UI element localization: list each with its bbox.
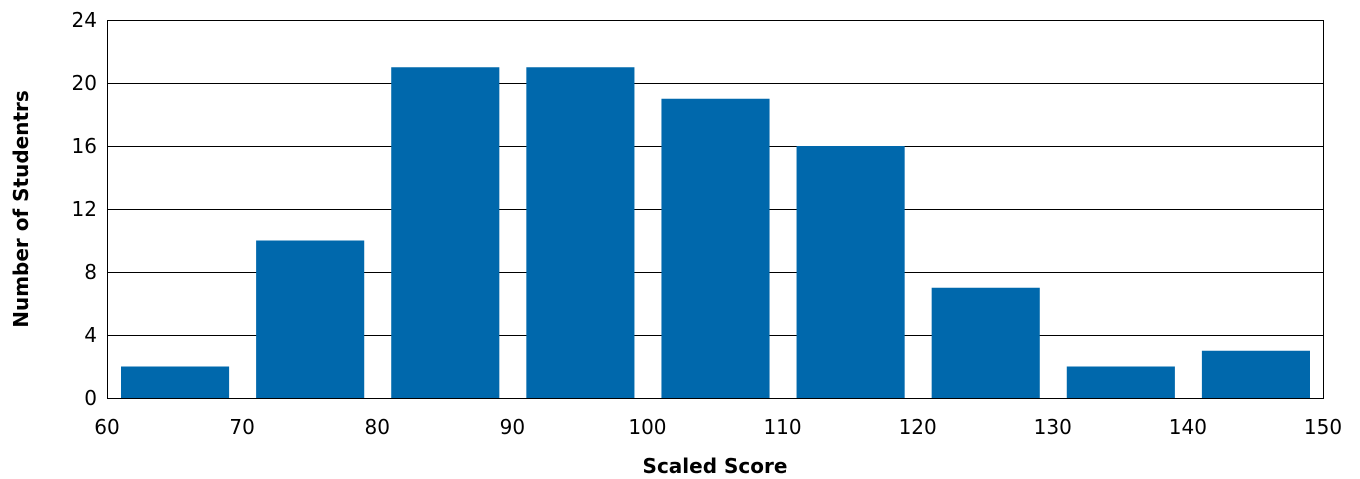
y-tick-label: 8	[84, 260, 97, 284]
plot-area-frame	[107, 20, 1324, 399]
y-axis-ticks: 0 4 8 12 16 20 24	[72, 8, 97, 410]
x-tick-label: 70	[229, 415, 254, 439]
x-axis-ticks: 60 70 80 90 100 110 120 130 140 150	[94, 415, 1342, 439]
y-tick-label: 20	[72, 71, 97, 95]
bar-60-70	[121, 366, 230, 398]
y-tick-label: 24	[72, 8, 97, 32]
bars	[121, 67, 1310, 398]
x-tick-label: 130	[1034, 415, 1072, 439]
x-tick-label: 150	[1304, 415, 1342, 439]
x-tick-label: 110	[763, 415, 801, 439]
bar-110-120	[796, 146, 905, 398]
x-tick-label: 60	[94, 415, 119, 439]
x-tick-label: 140	[1169, 415, 1207, 439]
bar-100-110	[661, 98, 770, 398]
bar-70-80	[256, 240, 365, 398]
bar-130-140	[1066, 366, 1175, 398]
bar-120-130	[931, 287, 1040, 398]
y-axis-title: Number of Studentrs	[9, 90, 33, 328]
bar-140-150	[1201, 350, 1310, 398]
y-tick-label: 4	[84, 323, 97, 347]
bar-80-90	[391, 67, 500, 398]
x-tick-label: 100	[628, 415, 666, 439]
x-tick-label: 120	[899, 415, 937, 439]
x-axis-title: Scaled Score	[643, 454, 788, 478]
x-tick-label: 90	[500, 415, 525, 439]
y-tick-label: 0	[84, 386, 97, 410]
y-tick-label: 12	[72, 197, 97, 221]
x-tick-label: 80	[364, 415, 389, 439]
bar-90-100	[526, 67, 635, 398]
y-tick-label: 16	[72, 134, 97, 158]
